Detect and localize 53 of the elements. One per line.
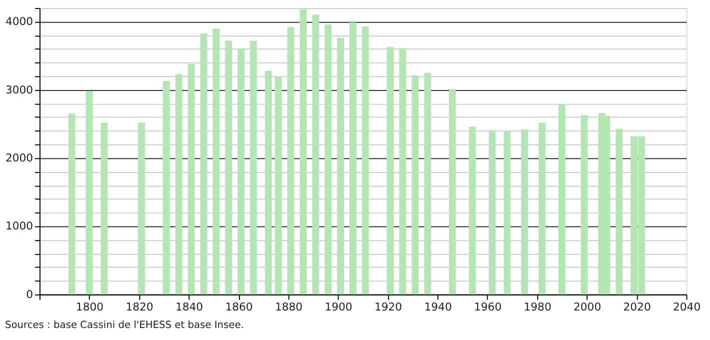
- bar: [468, 126, 476, 294]
- x-tick-label: 1880: [274, 300, 303, 314]
- y-tick-label: 1000: [5, 220, 34, 233]
- x-tick-label: 2000: [573, 300, 602, 314]
- bar: [488, 130, 496, 294]
- bar: [68, 114, 76, 294]
- y-tick-label: 2000: [5, 151, 34, 164]
- bar: [200, 33, 208, 294]
- bar: [162, 80, 170, 294]
- x-tick-label: 1940: [424, 300, 452, 314]
- bar: [386, 46, 394, 294]
- bar: [274, 76, 282, 294]
- y-tick-label: 4000: [5, 15, 34, 28]
- x-tick-label: 1800: [76, 300, 104, 314]
- bar: [616, 128, 623, 294]
- bar: [504, 130, 511, 294]
- bar: [300, 9, 307, 294]
- source-note: Sources : base Cassini de l'EHESS et base Insee.: [4, 320, 244, 331]
- bar: [324, 24, 332, 294]
- x-tick-label: 1820: [126, 300, 154, 314]
- y-tick-label: 3000: [5, 83, 34, 96]
- bar: [287, 27, 294, 294]
- bar: [521, 129, 528, 294]
- x-tick-label: 1860: [225, 300, 253, 314]
- bar: [188, 64, 195, 294]
- x-tick-label: 2040: [672, 300, 701, 314]
- bar: [175, 74, 182, 294]
- x-tick-label: 1960: [474, 300, 502, 314]
- bar: [412, 76, 419, 294]
- bar: [312, 14, 320, 294]
- bar: [558, 104, 566, 294]
- x-tick-label: 1980: [524, 300, 552, 314]
- x-tick-label: 1840: [175, 300, 204, 314]
- bar: [250, 40, 257, 294]
- bar: [580, 115, 588, 294]
- x-tick-label: 1920: [374, 300, 402, 314]
- bar: [399, 48, 406, 294]
- bar: [225, 40, 232, 294]
- bar: [449, 89, 456, 294]
- y-tick-label: 0: [26, 288, 34, 301]
- bar: [349, 22, 356, 294]
- bar: [538, 122, 546, 294]
- bar: [362, 26, 369, 294]
- bar: [100, 122, 108, 294]
- x-tick-label: 1900: [324, 300, 352, 314]
- bar: [138, 122, 145, 294]
- bar: [424, 72, 432, 294]
- bar: [264, 70, 272, 294]
- bar: [86, 91, 93, 294]
- x-tick-label: 2020: [623, 300, 651, 314]
- bar: [212, 28, 220, 294]
- bar: [238, 48, 244, 294]
- bar: [337, 38, 344, 294]
